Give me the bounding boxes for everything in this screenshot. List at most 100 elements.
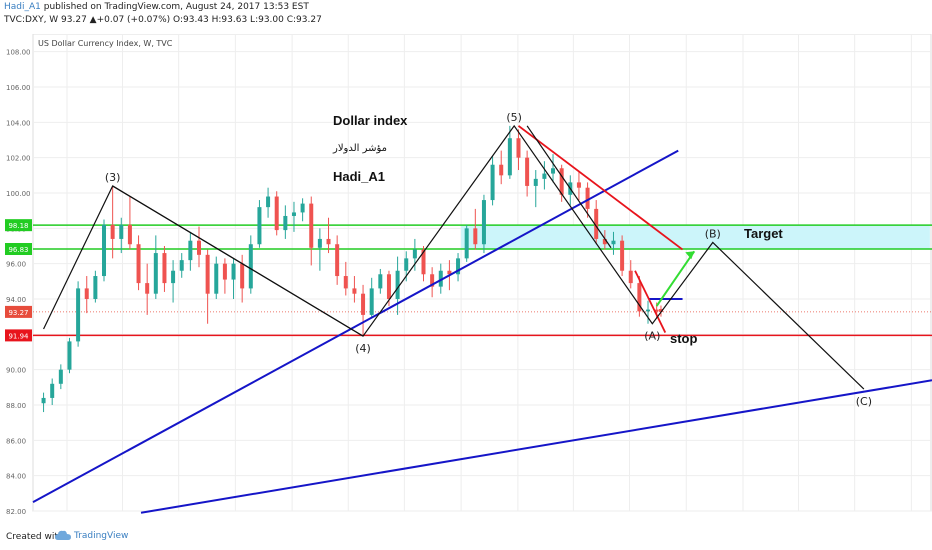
chart-svg[interactable]: 82.0084.0086.0088.0090.0092.0094.0096.00…: [0, 33, 932, 524]
created-with-label: Created with: [6, 532, 64, 542]
plot-frame: [32, 33, 932, 512]
annotation-arabic: مؤشر الدولار: [332, 143, 387, 154]
candle-body: [654, 309, 659, 312]
candle-body: [507, 138, 512, 176]
candle-body: [525, 157, 530, 186]
candle: [127, 196, 132, 250]
symbol-line: TVC:DXY, W 93.27 ▲+0.07 (+0.07%) O:93.43…: [4, 15, 322, 25]
candle: [378, 268, 383, 294]
price-label-box: [5, 243, 32, 256]
candle: [473, 208, 478, 250]
candle-body: [205, 254, 210, 294]
candle: [499, 150, 504, 185]
candle-body: [542, 173, 547, 179]
candle: [145, 263, 150, 315]
candle: [352, 276, 357, 303]
candle-body: [481, 200, 486, 245]
chart-header: Hadi_A1 published on TradingView.com, Au…: [0, 0, 932, 34]
y-tick-label: 106.00: [6, 84, 31, 92]
candle: [179, 253, 184, 278]
candle-body: [404, 258, 409, 271]
candle: [637, 276, 642, 317]
tradingview-logo[interactable]: TradingView: [55, 530, 128, 542]
y-tick-label: 82.00: [6, 508, 26, 514]
candle-body: [412, 249, 417, 259]
candle: [214, 256, 219, 299]
candle-body: [386, 274, 391, 299]
candle: [266, 187, 271, 218]
candle: [136, 235, 141, 291]
candle: [525, 150, 530, 197]
candle: [274, 191, 279, 236]
candle-body: [317, 238, 322, 248]
candle: [594, 200, 599, 245]
candle-body: [67, 341, 72, 370]
candle-body: [395, 270, 400, 299]
price-label-text: 93.27: [8, 309, 28, 317]
candle-body: [499, 164, 504, 176]
candle: [162, 246, 167, 292]
author-link[interactable]: Hadi_A1: [4, 2, 41, 12]
candle-body: [343, 276, 348, 289]
candle: [464, 224, 469, 262]
y-tick-label: 100.00: [6, 190, 31, 198]
candle-body: [559, 168, 564, 195]
candle: [412, 238, 417, 271]
y-tick-label: 104.00: [6, 119, 31, 127]
candle-body: [58, 369, 63, 384]
candle-body: [490, 164, 495, 201]
candle: [559, 164, 564, 202]
candle: [395, 256, 400, 315]
candle-body: [447, 270, 452, 275]
candle: [335, 235, 340, 285]
publish-info: published on TradingView.com, August 24,…: [43, 2, 309, 12]
candle-body: [102, 224, 107, 277]
chart-area[interactable]: 82.0084.0086.0088.0090.0092.0094.0096.00…: [0, 33, 932, 524]
candle-body: [93, 276, 98, 299]
candle-body: [585, 187, 590, 209]
candle: [611, 231, 616, 255]
candle: [283, 205, 288, 239]
annotation-target: Target: [744, 226, 783, 241]
candle: [542, 161, 547, 190]
candle: [620, 235, 625, 277]
candle-body: [50, 383, 55, 398]
y-tick-label: 102.00: [6, 155, 31, 163]
candle-body: [430, 274, 435, 287]
y-tick-label: 84.00: [6, 473, 26, 481]
candle-body: [162, 253, 167, 284]
candle-body: [551, 168, 556, 174]
candle-body: [76, 288, 81, 342]
annotation-author: Hadi_A1: [333, 169, 385, 184]
candle-body: [602, 238, 607, 245]
candle-body: [119, 224, 124, 239]
candle: [84, 276, 89, 314]
candle: [551, 154, 556, 183]
candle: [50, 378, 55, 405]
channel-line-lower: [634, 270, 667, 333]
candle: [438, 263, 443, 294]
y-tick-label: 86.00: [6, 437, 26, 445]
y-tick-label: 94.00: [6, 296, 26, 304]
candle: [76, 281, 81, 347]
candle-body: [361, 293, 366, 315]
candle-body: [127, 224, 132, 245]
candle: [456, 253, 461, 282]
candle: [171, 260, 176, 303]
candle: [58, 364, 63, 390]
candle: [110, 185, 115, 259]
candle: [507, 125, 512, 179]
y-tick-label: 88.00: [6, 402, 26, 410]
chart-title: US Dollar Currency Index, W, TVC: [38, 39, 173, 48]
wave-label: (B): [705, 227, 721, 240]
candle-body: [196, 240, 201, 255]
price-label-text: 91.94: [8, 332, 29, 340]
candle: [248, 235, 253, 294]
candle-body: [628, 270, 633, 284]
candle-body: [222, 263, 227, 280]
candle: [222, 258, 227, 294]
y-tick-label: 96.00: [6, 261, 26, 269]
price-label-box: [5, 329, 32, 342]
candle-body: [533, 178, 538, 186]
candle-body: [110, 224, 115, 239]
